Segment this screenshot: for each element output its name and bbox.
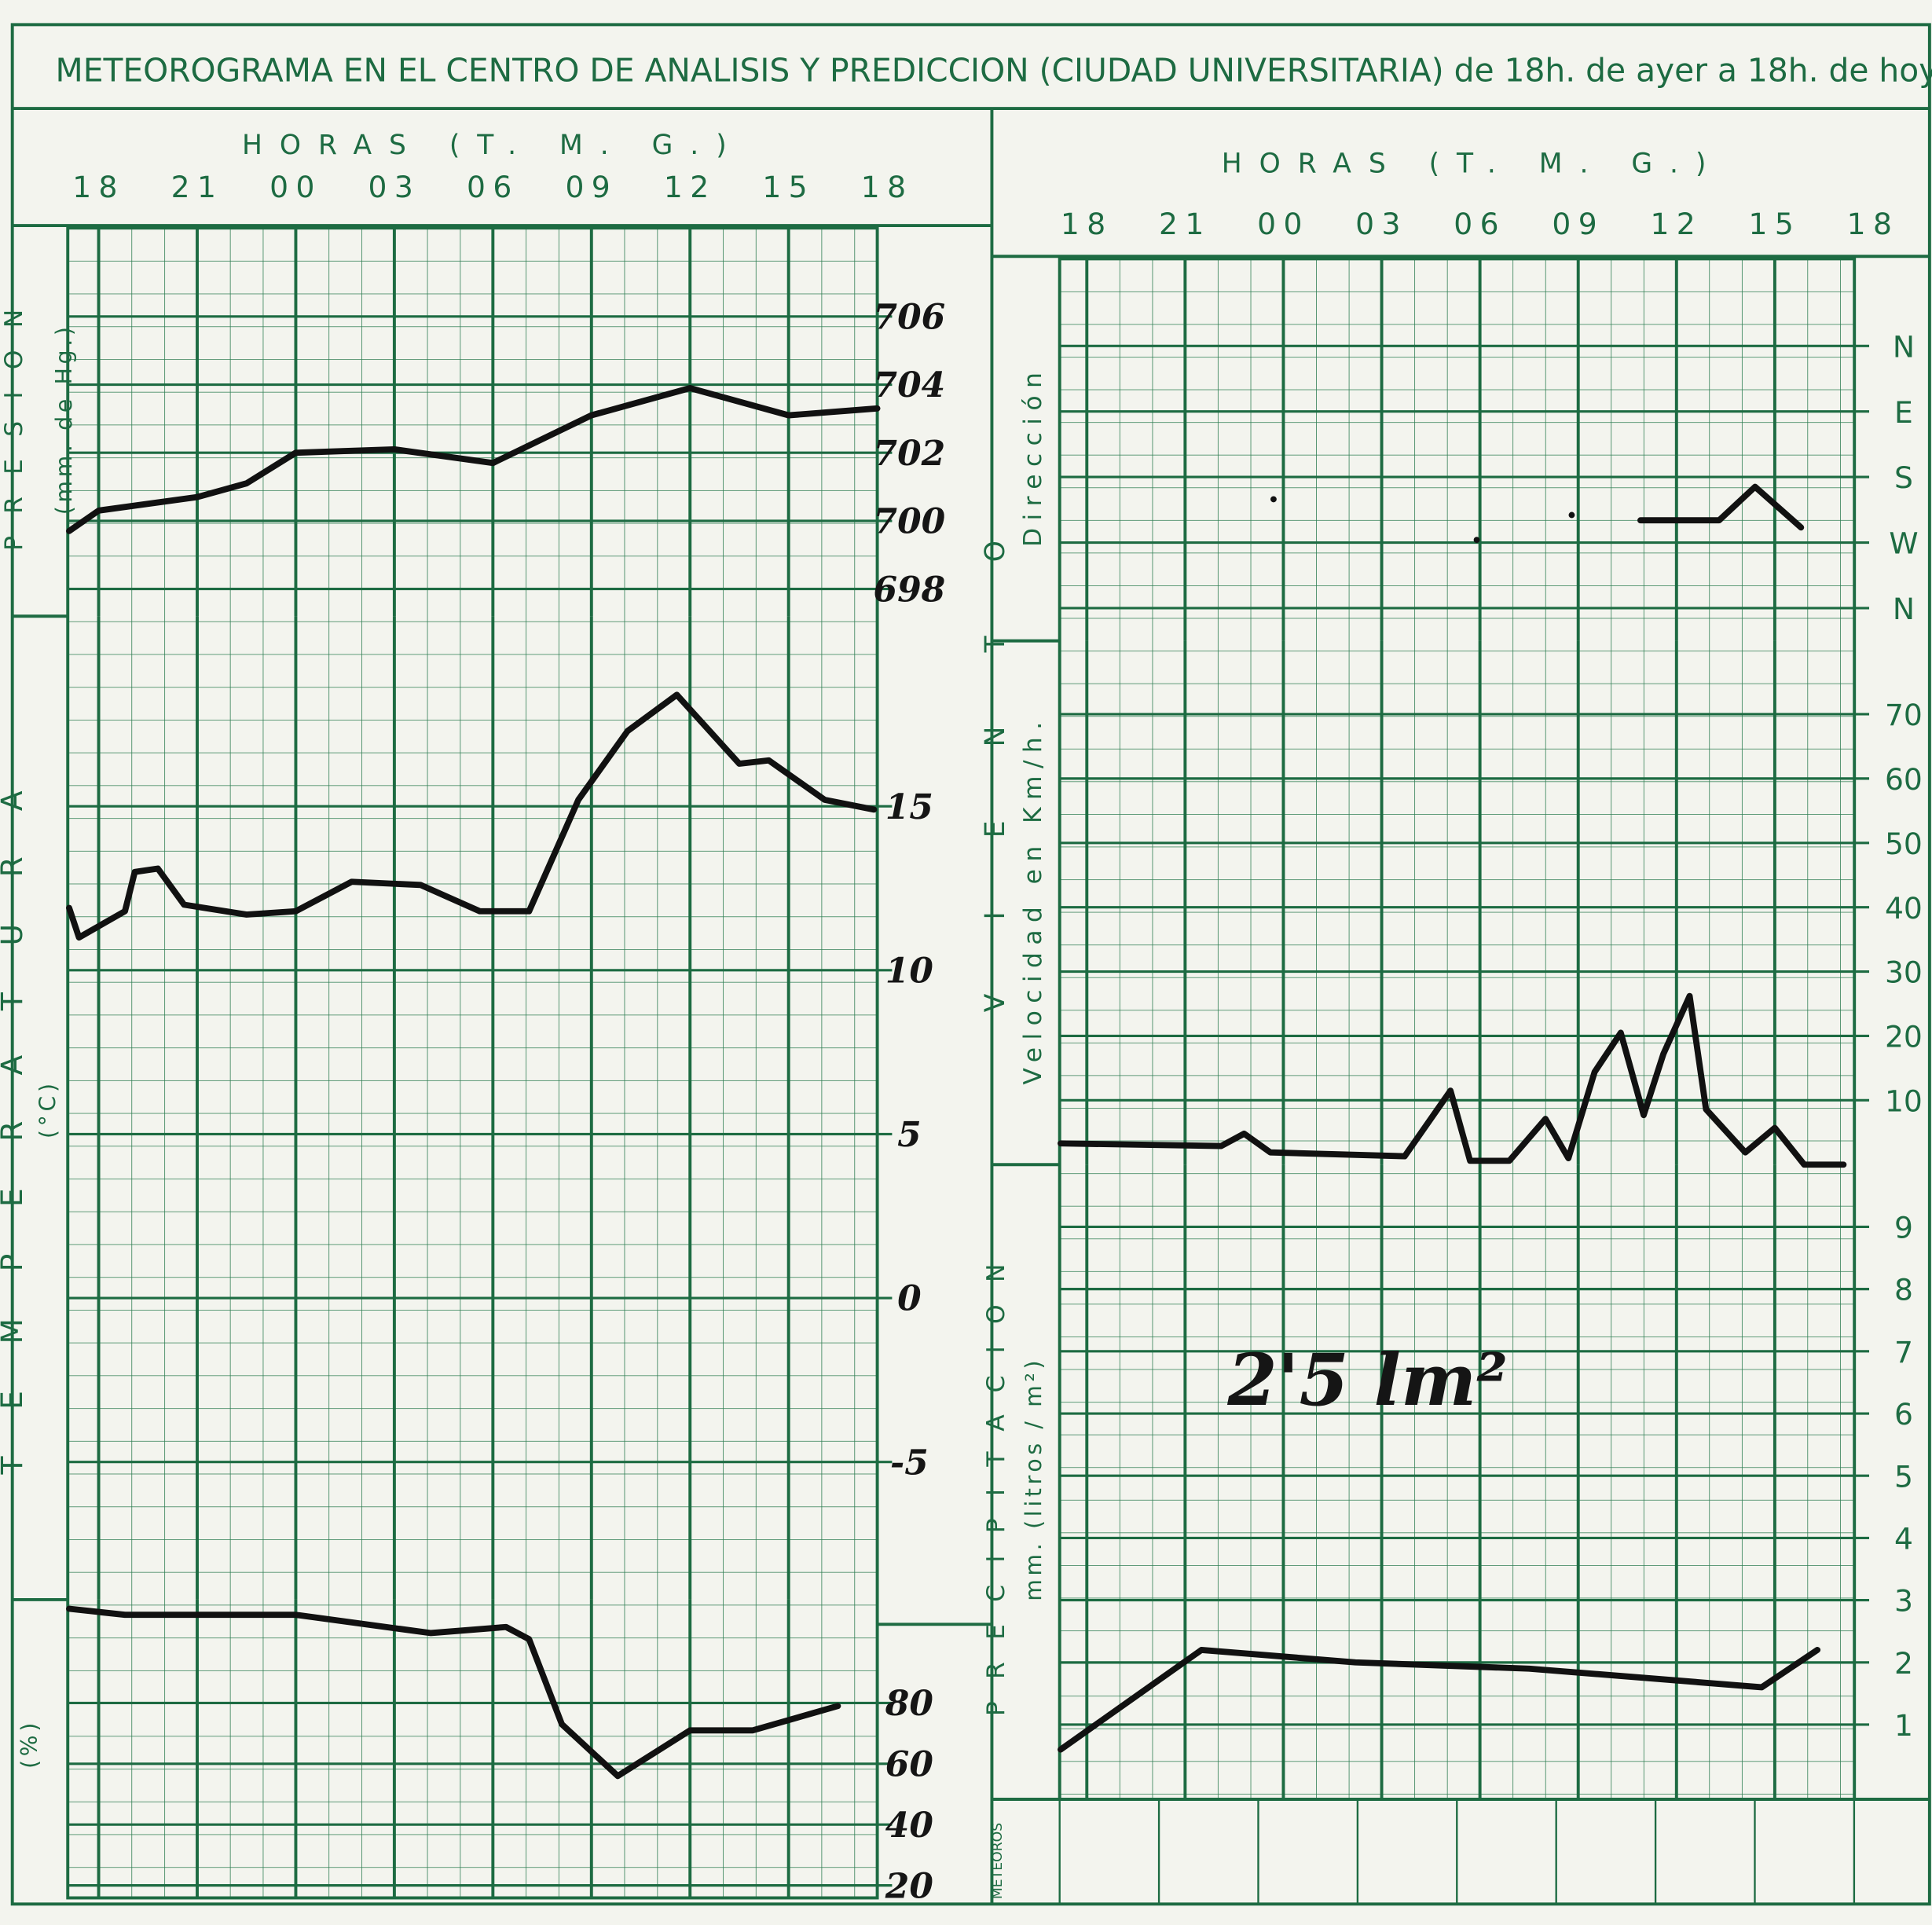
y-axis-label: PRESION <box>0 288 28 551</box>
chart-title: METEOROGRAMA EN EL CENTRO DE ANALISIS Y … <box>56 52 1932 90</box>
y-tick-label: 698 <box>874 570 946 610</box>
y-tick-label: 5 <box>897 1115 922 1155</box>
x-tick-label: 21 <box>171 170 224 204</box>
y-tick-label: 1 <box>1894 1708 1913 1743</box>
x-tick-label: 18 <box>1061 207 1113 241</box>
grid-paper-left <box>68 228 878 1898</box>
y-tick-label: 10 <box>1885 1084 1923 1118</box>
x-tick-label: 06 <box>467 170 519 204</box>
frame <box>10 23 1931 1906</box>
data-line <box>1058 1646 1821 1753</box>
x-tick-label: 06 <box>1454 207 1506 241</box>
y-axis-unit: (°C) <box>35 1080 61 1138</box>
x-axis-label: HORAS (T. M. G.) <box>242 130 744 161</box>
group-label: VIENTO <box>980 467 1011 1012</box>
annotation: 2'5 lm² <box>1226 1339 1508 1422</box>
y-axis-label: Dirección <box>1019 365 1047 547</box>
y-tick-label: E <box>1894 395 1913 430</box>
x-tick-label: 12 <box>664 170 717 204</box>
y-axis-unit: mm. (litros / m²) <box>1021 1357 1047 1601</box>
x-tick-label: 18 <box>72 170 125 204</box>
y-axis-unit: (%) <box>16 1719 42 1769</box>
y-tick-label: 2 <box>1894 1646 1913 1681</box>
x-tick-label: 00 <box>1257 207 1310 241</box>
x-tick-label: 21 <box>1159 207 1212 241</box>
x-tick-label: 09 <box>1552 207 1604 241</box>
data-line <box>66 1605 841 1780</box>
x-tick-label: 15 <box>1749 207 1802 241</box>
x-axis-label: HORAS (T. M. G.) <box>1222 148 1724 180</box>
y-tick-label: 706 <box>874 298 946 338</box>
data-line <box>66 691 878 941</box>
data-line <box>66 385 881 534</box>
x-tick-label: 15 <box>762 170 815 204</box>
x-tick-label: 18 <box>861 170 914 204</box>
y-tick-label: 40 <box>885 1806 934 1846</box>
y-tick-label: 8 <box>1894 1273 1913 1307</box>
y-axis-label: PRECIPITACION <box>982 1241 1010 1716</box>
y-tick-label: 70 <box>1885 698 1923 732</box>
y-tick-label: 7 <box>1894 1335 1913 1370</box>
y-tick-label: 700 <box>874 502 946 542</box>
y-tick-label: 6 <box>1894 1397 1913 1432</box>
x-tick-label: 03 <box>368 170 421 204</box>
x-tick-label: 00 <box>269 170 322 204</box>
x-tick-label: 03 <box>1355 207 1408 241</box>
y-tick-label: W <box>1889 526 1918 561</box>
y-tick-label: 40 <box>1885 891 1923 926</box>
y-tick-label: 4 <box>1894 1522 1913 1556</box>
y-tick-label: 9 <box>1894 1211 1913 1245</box>
y-tick-label: 30 <box>1885 955 1923 990</box>
x-tick-label: 18 <box>1847 207 1900 241</box>
y-tick-label: 5 <box>1894 1459 1913 1494</box>
y-tick-label: N <box>1893 329 1915 364</box>
y-tick-label: 15 <box>885 787 933 827</box>
y-tick-label: 50 <box>1885 827 1923 861</box>
grid-paper-right <box>1059 258 1855 1800</box>
y-tick-label: 3 <box>1894 1584 1913 1619</box>
y-tick-label: 704 <box>874 365 946 405</box>
data-line <box>1270 483 1805 544</box>
y-tick-label: 702 <box>874 434 946 474</box>
y-tick-label: 10 <box>885 952 934 992</box>
x-tick-label: 12 <box>1650 207 1703 241</box>
y-axis-unit: (mm. de Hg.) <box>51 323 77 515</box>
y-tick-label: 60 <box>885 1745 934 1785</box>
y-axis-label: TEMPERATURA <box>0 744 29 1476</box>
y-tick-label: S <box>1894 460 1913 495</box>
y-tick-label: -5 <box>890 1443 929 1483</box>
y-tick-label: 20 <box>1885 1020 1923 1054</box>
y-tick-label: 0 <box>897 1279 922 1319</box>
meteoros-cells <box>1058 1799 1856 1905</box>
y-tick-label: N <box>1893 592 1915 626</box>
y-tick-label: 20 <box>885 1866 934 1906</box>
data-line <box>1058 992 1847 1168</box>
y-axis-label: Velocidad en Km/h. <box>1019 714 1047 1084</box>
y-tick-label: 80 <box>885 1684 934 1724</box>
y-tick-label: 60 <box>1885 762 1923 797</box>
x-tick-label: 09 <box>565 170 618 204</box>
meteoros-label: METEOROS <box>990 1823 1006 1899</box>
